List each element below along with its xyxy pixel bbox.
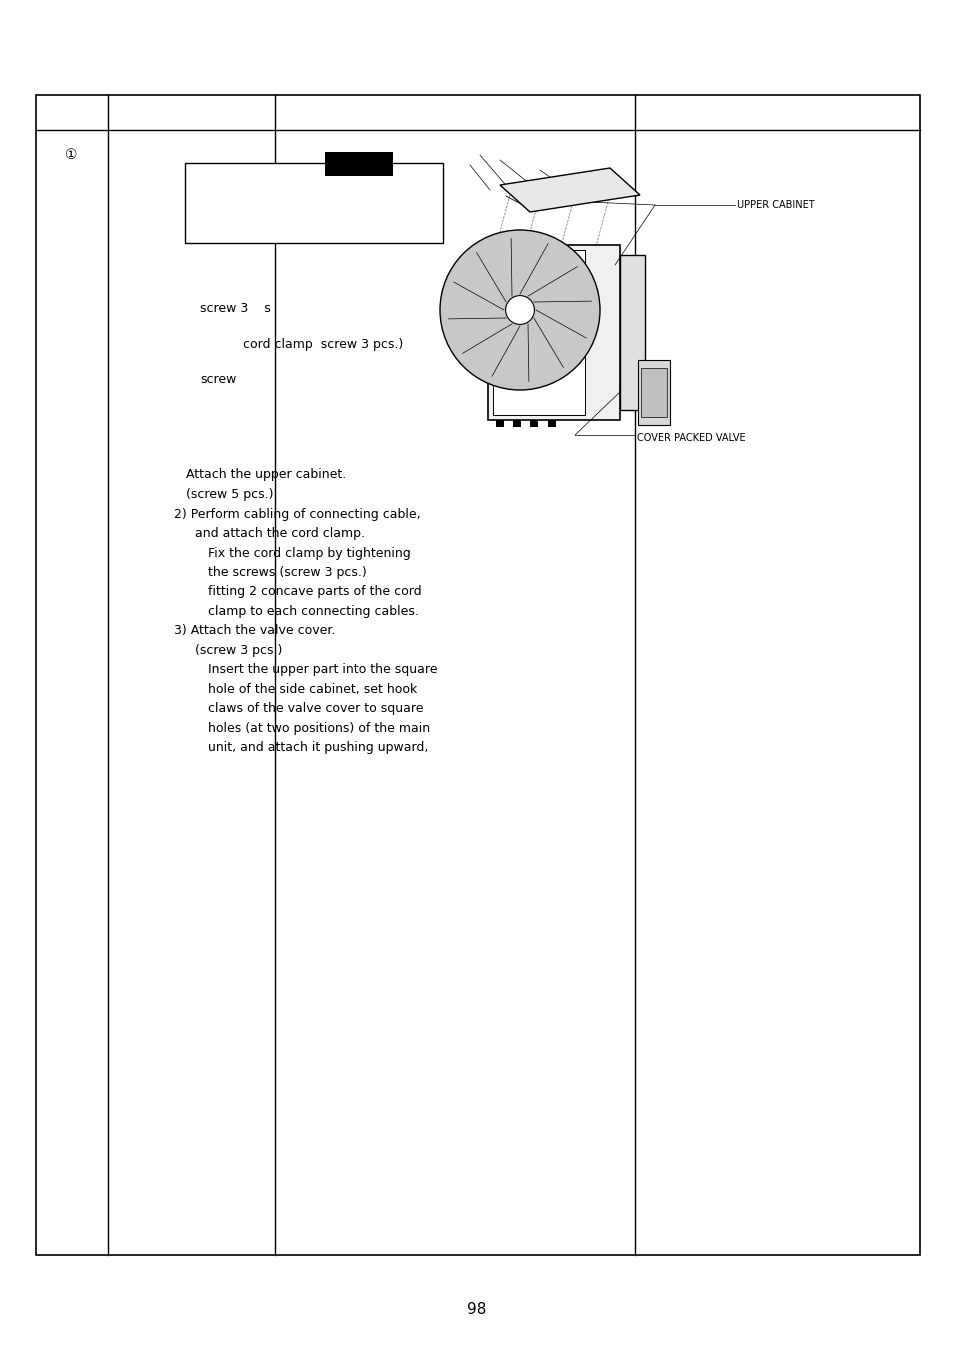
Text: holes (at two positions) of the main: holes (at two positions) of the main (208, 721, 430, 735)
Text: and attach the cord clamp.: and attach the cord clamp. (194, 527, 365, 540)
Text: (screw 5 pcs.): (screw 5 pcs.) (186, 488, 274, 501)
Bar (36, 95, 919, 1255)
Text: Fix the cord clamp by tightening: Fix the cord clamp by tightening (208, 547, 411, 561)
Bar (488, 245, 619, 420)
Text: the screws (screw 3 pcs.): the screws (screw 3 pcs.) (208, 566, 366, 580)
Bar (619, 255, 644, 409)
Bar (638, 359, 669, 426)
Text: ①: ① (65, 149, 77, 162)
Text: screw 3    s: screw 3 s (200, 303, 271, 315)
Bar (513, 415, 520, 427)
Text: claws of the valve cover to square: claws of the valve cover to square (208, 703, 423, 715)
Text: Insert the upper part into the square: Insert the upper part into the square (208, 663, 437, 676)
Text: 98: 98 (467, 1302, 486, 1317)
Text: cord clamp  screw 3 pcs.): cord clamp screw 3 pcs.) (243, 338, 403, 351)
Bar (493, 250, 584, 415)
Text: Attach the upper cabinet.: Attach the upper cabinet. (186, 467, 346, 481)
Text: 3) Attach the valve cover.: 3) Attach the valve cover. (173, 624, 335, 638)
Circle shape (439, 230, 599, 390)
Bar (496, 415, 503, 427)
Text: screw: screw (200, 373, 236, 386)
Polygon shape (499, 168, 639, 212)
Text: fitting 2 concave parts of the cord: fitting 2 concave parts of the cord (208, 585, 421, 598)
Text: 2) Perform cabling of connecting cable,: 2) Perform cabling of connecting cable, (173, 508, 420, 521)
Text: unit, and attach it pushing upward,: unit, and attach it pushing upward, (208, 740, 428, 754)
Circle shape (505, 296, 534, 324)
Text: UPPER CABINET: UPPER CABINET (737, 200, 814, 209)
Bar (640, 367, 666, 417)
Text: COVER PACKED VALVE: COVER PACKED VALVE (637, 434, 745, 443)
Bar (325, 153, 393, 176)
Bar (547, 415, 556, 427)
Bar (185, 163, 442, 243)
Text: hole of the side cabinet, set hook: hole of the side cabinet, set hook (208, 684, 416, 696)
Text: clamp to each connecting cables.: clamp to each connecting cables. (208, 605, 418, 617)
Bar (530, 415, 537, 427)
Text: (screw 3 pcs.): (screw 3 pcs.) (194, 644, 282, 657)
